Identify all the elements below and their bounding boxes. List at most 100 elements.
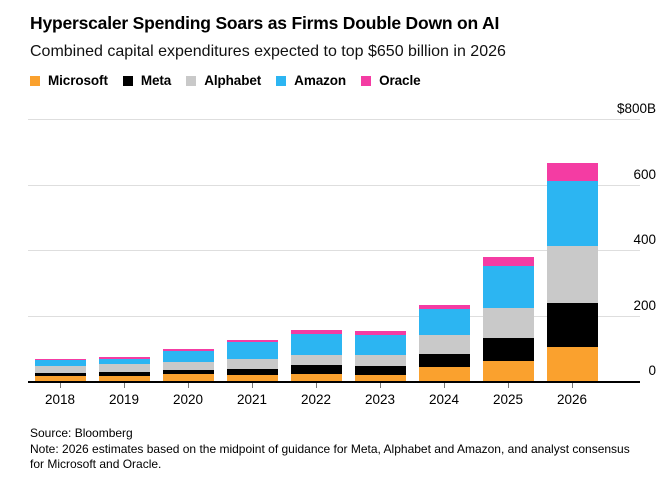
- bar-segment-alphabet-2018: [34, 365, 86, 373]
- bar-segment-amazon-2020: [162, 350, 214, 363]
- x-axis-tick-2025: [507, 383, 509, 388]
- bar-segment-microsoft-2025: [482, 360, 534, 381]
- plot-area: 2018 2019 2020 2021 2022 2023 2024 2025 2026: [28, 119, 640, 407]
- bar-segment-microsoft-2021: [226, 375, 278, 381]
- legend-label-alphabet: Alphabet: [204, 73, 262, 88]
- x-axis-tick-2021: [251, 383, 253, 388]
- x-axis-tick-2019: [123, 383, 125, 388]
- gridline-600: [28, 184, 640, 186]
- gridline-400: [28, 250, 640, 251]
- x-axis-label-2022: 2022: [300, 392, 332, 407]
- bar-segment-meta-2019: [98, 371, 150, 377]
- source-text: Source: Bloomberg: [30, 426, 133, 440]
- legend-item-meta: Meta: [122, 73, 172, 88]
- x-axis-label-2020: 2020: [172, 392, 204, 407]
- y-axis-label-200: 200: [633, 297, 656, 313]
- x-axis-label-2025: 2025: [492, 392, 524, 407]
- x-axis-label-2021: 2021: [236, 392, 268, 407]
- y-axis-label-0: 0: [648, 363, 656, 378]
- legend-swatch-alphabet: [186, 75, 197, 86]
- x-axis-line: [28, 381, 640, 383]
- bar-segment-alphabet-2025: [482, 307, 534, 339]
- legend-item-oracle: Oracle: [361, 73, 421, 88]
- bar-segment-oracle-2020: [162, 348, 214, 351]
- bar-segment-oracle-2019: [98, 357, 150, 359]
- footer: Source: Bloomberg Note: 2026 estimates b…: [30, 426, 630, 473]
- bar-2020: [162, 348, 214, 381]
- legend-item-amazon: Amazon: [276, 73, 346, 88]
- x-axis-tick-2018: [59, 383, 61, 388]
- legend: Microsoft Meta Alphabet Amazon Oracle: [30, 73, 436, 88]
- bar-segment-meta-2021: [226, 368, 278, 376]
- chart-subtitle: Combined capital expenditures expected t…: [30, 43, 506, 60]
- bar-2021: [226, 340, 278, 381]
- bar-segment-oracle-2021: [226, 340, 278, 343]
- bar-segment-meta-2024: [418, 353, 470, 367]
- note-text: Note: 2026 estimates based on the midpoi…: [30, 441, 630, 472]
- bar-segment-amazon-2019: [98, 358, 150, 364]
- legend-swatch-microsoft: [30, 75, 40, 86]
- bar-segment-microsoft-2020: [162, 374, 214, 381]
- gridline-200: [28, 315, 640, 317]
- bar-segment-oracle-2024: [418, 304, 470, 310]
- bar-segment-amazon-2021: [226, 342, 278, 360]
- bar-2018: [34, 359, 86, 381]
- y-axis-label-600: 600: [633, 166, 656, 182]
- x-axis-tick-2024: [443, 383, 445, 388]
- bar-segment-microsoft-2022: [290, 374, 342, 381]
- x-axis-label-2018: 2018: [44, 392, 76, 407]
- bar-segment-meta-2022: [290, 365, 342, 375]
- bar-segment-alphabet-2026: [546, 246, 598, 304]
- x-axis-label-2024: 2024: [428, 392, 460, 407]
- bar-segment-amazon-2023: [354, 334, 406, 356]
- bar-segment-microsoft-2023: [354, 375, 406, 381]
- bar-segment-microsoft-2026: [546, 346, 598, 381]
- bar-segment-microsoft-2018: [34, 376, 86, 381]
- bar-segment-alphabet-2020: [162, 362, 214, 370]
- bar-segment-alphabet-2021: [226, 359, 278, 369]
- bar-segment-alphabet-2022: [290, 355, 342, 366]
- x-axis-label-2026: 2026: [556, 392, 588, 407]
- bar-segment-meta-2023: [354, 365, 406, 376]
- y-axis-label-400: 400: [633, 232, 656, 247]
- legend-label-oracle: Oracle: [379, 73, 421, 88]
- bar-2019: [98, 357, 150, 381]
- bar-segment-oracle-2022: [290, 330, 342, 334]
- legend-item-microsoft: Microsoft: [30, 73, 108, 88]
- bar-2026: [546, 163, 598, 381]
- legend-label-amazon: Amazon: [294, 73, 347, 88]
- bar-segment-microsoft-2019: [98, 376, 150, 381]
- bar-segment-microsoft-2024: [418, 366, 470, 381]
- x-axis-tick-2023: [379, 383, 381, 388]
- chart-title: Hyperscaler Spending Soars as Firms Doub…: [30, 13, 500, 33]
- bar-segment-meta-2026: [546, 303, 598, 347]
- bar-segment-meta-2020: [162, 369, 214, 375]
- bar-segment-alphabet-2024: [418, 335, 470, 354]
- legend-label-meta: Meta: [140, 73, 172, 88]
- x-axis-label-2019: 2019: [108, 392, 140, 407]
- y-axis-label-800: $800B: [616, 101, 656, 116]
- legend-swatch-oracle: [361, 75, 372, 86]
- bar-segment-amazon-2025: [482, 265, 534, 308]
- bar-segment-oracle-2023: [354, 331, 406, 335]
- bar-segment-oracle-2018: [34, 359, 86, 361]
- bar-segment-oracle-2025: [482, 256, 534, 266]
- x-axis-tick-2020: [187, 383, 189, 388]
- gridline-800: [28, 119, 640, 120]
- bar-2022: [290, 330, 342, 381]
- bar-segment-alphabet-2023: [354, 355, 406, 366]
- bar-segment-oracle-2026: [546, 163, 598, 181]
- bar-segment-alphabet-2019: [98, 363, 150, 372]
- bar-2025: [482, 256, 534, 381]
- bar-segment-amazon-2022: [290, 333, 342, 356]
- bar-2024: [418, 304, 470, 381]
- legend-swatch-meta: [122, 75, 133, 86]
- x-axis-label-2023: 2023: [364, 392, 396, 407]
- x-axis-tick-2026: [571, 383, 573, 388]
- bar-segment-amazon-2024: [418, 309, 470, 336]
- bar-segment-meta-2025: [482, 338, 534, 361]
- legend-item-alphabet: Alphabet: [186, 73, 261, 88]
- legend-swatch-amazon: [276, 75, 287, 86]
- legend-label-microsoft: Microsoft: [48, 73, 108, 88]
